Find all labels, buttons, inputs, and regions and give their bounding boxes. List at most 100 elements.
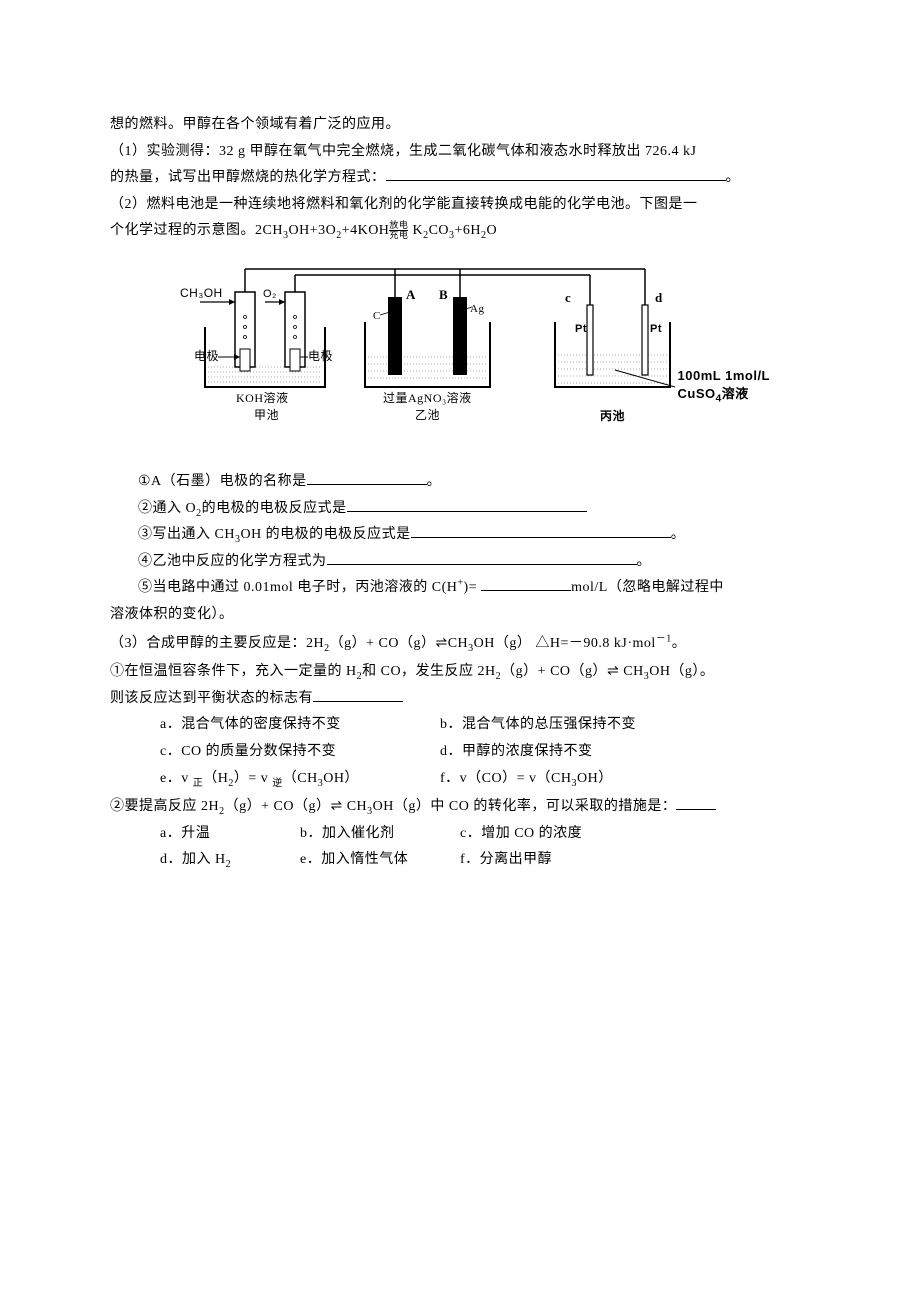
sub1-text: ①A（石墨）电极的名称是	[138, 474, 307, 489]
sub-q5-b: 溶液体积的变化）。	[110, 602, 820, 629]
q3l4b: （g）+ CO（g）	[225, 799, 331, 814]
sub4-end: 。	[637, 554, 652, 569]
stack-bot-text: 充电	[389, 230, 408, 240]
electrode-label-2: 电极	[308, 349, 333, 363]
q2b-end: O	[487, 223, 498, 238]
sub-q1: ①A（石墨）电极的名称是 。	[110, 469, 820, 496]
opt-f: f．v（CO）= v（CH3OH）	[440, 766, 613, 793]
q2b-mid1: OH+3O	[288, 223, 336, 238]
sub3-end: 。	[671, 527, 686, 542]
q3l2a: ①在恒温恒容条件下，充入一定量的 H	[110, 664, 357, 679]
diagram-container: CH₃OH O₂ 电极 电极 KOH溶液 甲池 A B C Ag	[150, 257, 770, 457]
yi-label: 乙池	[415, 408, 440, 422]
q3l2e: OH（g）。	[649, 664, 714, 679]
q2b-mid4: CO	[429, 223, 449, 238]
sub5c: mol/L（忽略电解过程中	[571, 580, 724, 595]
opt-a: a．混合气体的密度保持不变	[160, 712, 430, 739]
q3l1b: （g）+ CO（g）	[330, 636, 436, 651]
q2b-prefix: 个化学过程的示意图。2CH	[110, 223, 283, 238]
q2-line-a: （2）燃料电池是一种连续地将燃料和氧化剂的化学能直接转换成电能的化学电池。下图是…	[110, 192, 820, 219]
blank-q1	[386, 167, 726, 181]
opt2-b: b．加入催化剂	[300, 821, 450, 848]
sub-q4: ④乙池中反应的化学方程式为 。	[110, 549, 820, 576]
q3l2c: （g）+ CO（g）	[501, 664, 607, 679]
opt-d: d．甲醇的浓度保持不变	[440, 739, 593, 766]
blank-sub4	[327, 551, 637, 565]
side-line1: 100mL 1mol/L	[678, 367, 770, 385]
opt-c: c．CO 的质量分数保持不变	[160, 739, 430, 766]
q1-text: 的热量，试写出甲醇燃烧的热化学方程式：	[110, 170, 386, 185]
A-label: A	[406, 287, 416, 302]
sup: －1	[656, 633, 672, 644]
sub3a: ③写出通入 CH	[138, 527, 235, 542]
q3-line1: （3）合成甲醇的主要反应是：2H2（g）+ CO（g）⇌CH3OH（g） △H=…	[110, 629, 820, 658]
sub5b: )=	[464, 580, 482, 595]
opt2-e: e．加入惰性气体	[300, 847, 450, 874]
opt2-d: d．加入 H2	[160, 847, 290, 874]
q1-line-a: （1）实验测得：32 g 甲醇在氧气中完全燃烧，生成二氧化碳气体和液态水时释放出…	[110, 139, 820, 166]
blank-sub1	[307, 471, 427, 485]
reaction-arrow: 放电充电	[389, 221, 408, 240]
blank-q3-2	[676, 796, 716, 810]
q1-end: 。	[726, 170, 741, 185]
blank-sub3	[411, 524, 671, 538]
jia-label: 甲池	[254, 408, 279, 422]
opt2-a: a．升温	[160, 821, 290, 848]
sub3b: OH 的电极的电极反应式是	[240, 527, 410, 542]
equil-arrow-icon: ⇌	[435, 634, 447, 650]
q2-line-b: 个化学过程的示意图。2CH3OH+3O2+4KOH放电充电 K2CO3+6H2O	[110, 218, 820, 245]
o2-label: O₂	[263, 288, 277, 300]
sub5a: ⑤当电路中通过 0.01mol 电子时，丙池溶液的 C(H	[138, 580, 457, 595]
options-set-2: a．升温 b．加入催化剂 c．增加 CO 的浓度 d．加入 H2 e．加入惰性气…	[160, 821, 820, 874]
sub4-text: ④乙池中反应的化学方程式为	[138, 554, 327, 569]
opt-b: b．混合气体的总压强保持不变	[440, 712, 636, 739]
side-line2: CuSO4溶液	[678, 385, 770, 403]
q3-line2: ①在恒温恒容条件下，充入一定量的 H2和 CO，发生反应 2H2（g）+ CO（…	[110, 657, 820, 686]
q3l1e: 。	[672, 636, 687, 651]
q3l1a: （3）合成甲醇的主要反应是：2H	[110, 636, 324, 651]
q2b-mid5: +6H	[455, 223, 482, 238]
sub1-end: 。	[427, 474, 442, 489]
pt2-label: Pt	[650, 323, 662, 335]
q3l4a: ②要提高反应 2H	[110, 799, 219, 814]
ch3oh-label: CH₃OH	[180, 286, 223, 300]
sub-q3: ③写出通入 CH3OH 的电极的电极反应式是。	[110, 522, 820, 549]
pt1-label: Pt	[575, 323, 587, 335]
q3-line3: 则该反应达到平衡状态的标志有	[110, 686, 820, 713]
blank-sub2	[347, 498, 587, 512]
q3l2d: CH	[619, 664, 643, 679]
sub2b: 的电极的电极反应式是	[202, 501, 347, 516]
stack-top-text: 放电	[389, 221, 408, 230]
q2b-mid3: K	[408, 223, 423, 238]
q3l3-text: 则该反应达到平衡状态的标志有	[110, 691, 313, 706]
opt-e: e．v 正（H2）= v 逆（CH3OH）	[160, 766, 430, 793]
C-label: C	[373, 310, 381, 322]
q3l1d: OH（g） △H=－90.8 kJ·mol	[474, 636, 656, 651]
equil-arrow-icon: ⇌	[607, 662, 619, 678]
q1-line-b: 的热量，试写出甲醇燃烧的热化学方程式： 。	[110, 165, 820, 192]
blank-sub5	[481, 577, 571, 591]
sub2a: ②通入 O	[138, 501, 196, 516]
q3l2b: 和 CO，发生反应 2H	[362, 664, 496, 679]
koh-label: KOH溶液	[236, 390, 289, 405]
blank-q3-1	[313, 688, 403, 702]
q3l4d: OH（g）中 CO 的转化率，可以采取的措施是：	[373, 799, 677, 814]
B-label: B	[439, 287, 448, 302]
sub-q5-a: ⑤当电路中通过 0.01mol 电子时，丙池溶液的 C(H+)= mol/L（忽…	[110, 575, 820, 602]
electrode-label-1: 电极	[194, 349, 219, 363]
d-label: d	[655, 290, 663, 305]
c-label: c	[565, 290, 571, 305]
opt2-f: f．分离出甲醇	[460, 847, 552, 874]
bing-label: 丙池	[600, 408, 625, 423]
sub-q2: ②通入 O2的电极的电极反应式是	[110, 496, 820, 523]
q3l4c: CH	[343, 799, 367, 814]
q3-line4: ②要提高反应 2H2（g）+ CO（g）⇌ CH3OH（g）中 CO 的转化率，…	[110, 792, 820, 821]
intro-line: 想的燃料。甲醇在各个领域有着广泛的应用。	[110, 112, 820, 139]
agno3-label: 过量AgNO₃溶液	[383, 390, 472, 405]
equil-arrow-icon: ⇌	[330, 797, 342, 813]
q3l1c: CH	[448, 636, 468, 651]
apparatus-diagram: CH₃OH O₂ 电极 电极 KOH溶液 甲池 A B C Ag	[150, 257, 770, 457]
options-set-1: a．混合气体的密度保持不变 b．混合气体的总压强保持不变 c．CO 的质量分数保…	[160, 712, 820, 792]
document-content: 想的燃料。甲醇在各个领域有着广泛的应用。 （1）实验测得：32 g 甲醇在氧气中…	[110, 112, 820, 874]
cuso4-side-label: 100mL 1mol/L CuSO4溶液	[678, 367, 770, 403]
